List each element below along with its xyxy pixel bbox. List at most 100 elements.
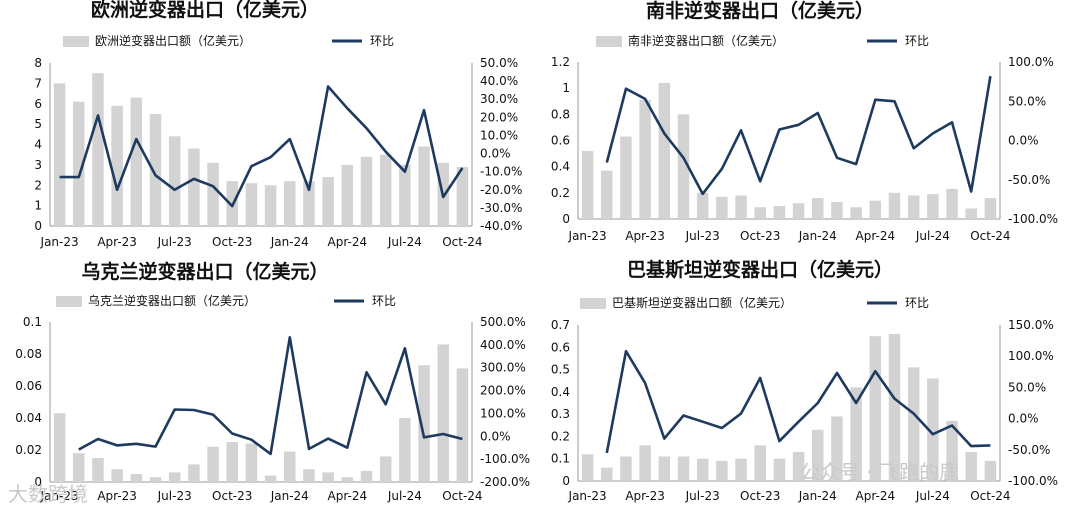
legend-bar-swatch <box>580 298 606 309</box>
bar <box>284 451 296 482</box>
bar <box>245 183 258 226</box>
bar <box>245 443 258 482</box>
y-right-tick-label: 0.0% <box>1008 134 1039 148</box>
bar <box>869 200 882 219</box>
bar <box>418 146 430 226</box>
bar <box>907 195 920 219</box>
bar <box>927 194 939 219</box>
bar <box>773 458 786 481</box>
bar <box>360 470 373 482</box>
bar <box>399 164 411 226</box>
y-right-tick-label: 50.0% <box>1008 94 1046 108</box>
y-left-tick-label: 7 <box>34 76 42 90</box>
bar <box>92 458 104 482</box>
y-left-tick-label: 0 <box>562 474 570 488</box>
y-right-tick-label: 100.0% <box>1008 349 1054 363</box>
legend-line-label: 环比 <box>905 34 929 48</box>
bar <box>792 452 805 481</box>
x-tick-label: Jul-24 <box>915 489 950 503</box>
bar <box>73 101 85 226</box>
bar <box>658 82 671 219</box>
bar <box>677 114 690 219</box>
chart-title: 南非逆变器出口（亿美元） <box>646 0 874 22</box>
bar <box>869 336 882 481</box>
x-tick-label: Apr-23 <box>625 489 665 503</box>
y-left-tick-label: 2 <box>34 178 42 192</box>
y-right-tick-label: -100.0% <box>1008 474 1058 488</box>
bar <box>716 460 728 481</box>
bar <box>111 469 123 482</box>
x-tick-label: Oct-23 <box>212 235 252 249</box>
bar <box>639 99 651 219</box>
y-right-tick-label: 100.0% <box>480 406 526 420</box>
bar <box>73 453 85 482</box>
mom-line <box>59 85 464 208</box>
bar <box>207 446 219 482</box>
y-left-tick-label: 0.02 <box>15 443 42 457</box>
x-tick-label: Apr-23 <box>625 229 665 243</box>
x-tick-label: Jan-24 <box>270 489 309 503</box>
y-right-tick-label: -50.0% <box>1008 173 1050 187</box>
y-left-tick-label: 0.8 <box>551 107 570 121</box>
y-right-tick-label: -100.0% <box>1008 212 1058 226</box>
mom-line <box>605 75 992 196</box>
x-tick-label: Jul-23 <box>685 489 720 503</box>
chart-panel-1: 欧洲逆变器出口（亿美元） 欧洲逆变器出口额（亿美元） 环比 0 1 2 3 4 5 6 7 8 -40.… <box>34 0 522 249</box>
y-right-tick-label: 20.0% <box>480 110 518 124</box>
x-tick-label: Jan-23 <box>568 229 607 243</box>
y-left-tick-label: 0.04 <box>15 411 42 425</box>
y-right-tick-label: -40.0% <box>480 219 522 233</box>
y-left-tick-label: 0 <box>34 475 42 489</box>
bar <box>581 454 594 481</box>
y-left-tick-label: 0.4 <box>551 160 570 174</box>
legend-bar-swatch <box>56 296 82 307</box>
y-left-tick-label: 0.3 <box>551 407 570 421</box>
bar <box>850 207 862 219</box>
chart-panel-3: 乌克兰逆变器出口（亿美元） 乌克兰逆变器出口额（亿美元） 环比 0 0.02 0.04 0.… <box>15 260 530 503</box>
bar <box>226 442 238 482</box>
bar <box>418 365 430 482</box>
bar <box>284 181 296 226</box>
bar <box>716 196 728 219</box>
bar <box>188 148 200 226</box>
bar <box>168 472 181 482</box>
x-tick-label: Apr-24 <box>328 235 368 249</box>
x-tick-label: Jan-23 <box>40 489 79 503</box>
x-tick-label: Jan-23 <box>40 235 79 249</box>
y-left-tick-label: 4 <box>34 138 42 152</box>
y-left-tick-label: 0.4 <box>551 385 570 399</box>
y-right-tick-label: -20.0% <box>480 183 522 197</box>
bar <box>965 452 977 481</box>
y-right-tick-label: 400.0% <box>480 338 526 352</box>
x-tick-label: Jul-23 <box>157 489 192 503</box>
bar <box>812 198 824 219</box>
y-left-tick-label: 0.1 <box>23 315 42 329</box>
legend-line-label: 环比 <box>905 296 929 310</box>
y-left-tick-label: 0.6 <box>551 134 570 148</box>
bar <box>850 387 862 481</box>
mom-line <box>605 349 991 454</box>
x-tick-label: Apr-24 <box>856 229 896 243</box>
x-tick-label: Jan-24 <box>270 235 309 249</box>
legend-bar-swatch <box>596 36 622 47</box>
x-tick-label: Jan-24 <box>798 489 837 503</box>
y-right-tick-label: 0.0% <box>1008 412 1039 426</box>
y-left-tick-label: 1 <box>34 199 42 213</box>
bar <box>620 456 632 481</box>
x-tick-label: Jul-23 <box>157 235 192 249</box>
chart-title: 乌克兰逆变器出口（亿美元） <box>81 260 328 283</box>
bar <box>792 203 805 219</box>
bar <box>303 181 315 226</box>
bar <box>946 188 958 219</box>
y-left-tick-label: 0.6 <box>551 340 570 354</box>
x-tick-label: Jul-23 <box>685 229 720 243</box>
x-tick-label: Oct-24 <box>442 235 482 249</box>
y-left-tick-label: 0.1 <box>551 452 570 466</box>
bar <box>149 477 162 482</box>
watermark-bottom-right: 公众号 · 飞跑的鹿 <box>800 460 960 484</box>
y-left-tick-label: 3 <box>34 158 42 172</box>
bar <box>341 477 354 482</box>
bar <box>149 113 162 226</box>
x-tick-label: Apr-23 <box>97 489 137 503</box>
bar <box>601 170 613 219</box>
